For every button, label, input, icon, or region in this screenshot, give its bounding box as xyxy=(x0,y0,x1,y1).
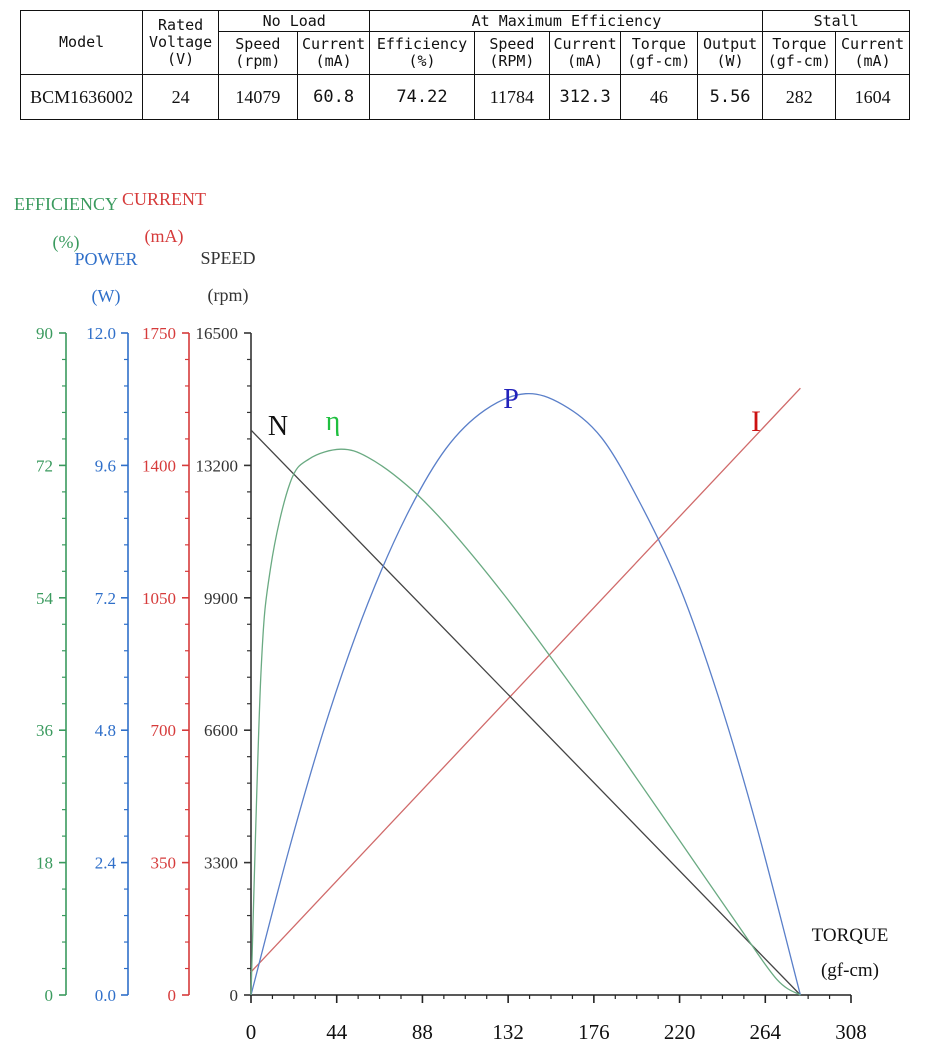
header-rated-voltage-line-1: Rated xyxy=(158,16,204,34)
power-tick-label: 9.6 xyxy=(95,456,116,475)
x-tick-label: 264 xyxy=(750,1020,782,1044)
header-name: Output xyxy=(702,35,758,53)
efficiency-tick-label: 0 xyxy=(45,986,54,1005)
header-unit: (mA) xyxy=(567,52,604,70)
power-tick-label: 0.0 xyxy=(95,986,116,1005)
cell-no-load-speed: 14079 xyxy=(217,74,298,120)
speed-tick-label: 3300 xyxy=(204,854,238,873)
header-unit: (%) xyxy=(408,52,436,70)
speed-axis-label: SPEED xyxy=(200,248,255,268)
current-tick-label: 700 xyxy=(151,721,177,740)
header-name: Torque xyxy=(772,35,827,53)
cell-rated-voltage: 24 xyxy=(142,74,219,120)
current-tick-label: 1750 xyxy=(142,324,176,343)
power-tick-label: 12.0 xyxy=(86,324,116,343)
spec-table: Model Rated Voltage (V) No Load At Maxim… xyxy=(19,10,910,120)
x-tick-label: 132 xyxy=(492,1020,524,1044)
current-tick-label: 0 xyxy=(168,986,177,1005)
x-tick-label: 176 xyxy=(578,1020,610,1044)
header-stall-current: Current (mA) xyxy=(835,31,910,75)
header-model: Model xyxy=(19,10,144,75)
x-tick-label: 220 xyxy=(664,1020,696,1044)
efficiency-tick-label: 54 xyxy=(36,589,54,608)
power-curve-label: P xyxy=(503,384,519,415)
header-unit: (gf-cm) xyxy=(767,52,831,70)
cell-no-load-current: 60.8 xyxy=(296,74,371,120)
header-unit: (mA) xyxy=(854,52,891,70)
speed-tick-label: 13200 xyxy=(196,456,239,475)
current-axis-unit: (mA) xyxy=(145,226,184,247)
x-tick-label: 88 xyxy=(412,1020,433,1044)
header-rated-voltage-unit: (V) xyxy=(167,50,195,68)
speed-curve xyxy=(250,429,801,996)
power-curve xyxy=(250,392,802,996)
x-tick-label: 0 xyxy=(246,1020,257,1044)
cell-max-eff-speed: 11784 xyxy=(473,74,551,120)
cell-stall-torque: 282 xyxy=(762,74,837,120)
speed-tick-label: 0 xyxy=(230,986,239,1005)
cell-max-eff-current: 312.3 xyxy=(549,74,621,120)
efficiency-tick-label: 18 xyxy=(36,854,53,873)
header-max-eff-speed: Speed (RPM) xyxy=(473,31,551,75)
header-unit: (mA) xyxy=(315,52,352,70)
cell-stall-current: 1604 xyxy=(835,74,910,120)
efficiency-curve xyxy=(250,448,801,996)
power-axis-unit: (W) xyxy=(92,286,121,307)
speed-curve-label: N xyxy=(268,411,288,442)
header-name: Current xyxy=(302,35,366,53)
current-curve xyxy=(250,387,801,973)
header-name: Speed xyxy=(489,35,535,53)
header-name: Current xyxy=(840,35,905,53)
header-unit: (RPM) xyxy=(489,52,535,70)
header-name: Torque xyxy=(631,35,686,53)
header-max-eff-output: Output (W) xyxy=(696,31,764,75)
current-axis-label: CURRENT xyxy=(122,189,206,209)
header-rated-voltage: Rated Voltage (V) xyxy=(142,10,219,75)
axes-layer: 0 18 36 54 72 90 EFFICIENCY (%) 0.0 2.4 4.8 7.2 9.6 1… xyxy=(14,189,888,1044)
header-max-eff-efficiency: Efficiency (%) xyxy=(369,31,475,75)
header-name: Current xyxy=(553,35,617,53)
x-tick-label: 44 xyxy=(326,1020,348,1044)
cell-max-eff-output: 5.56 xyxy=(696,74,764,120)
power-tick-label: 7.2 xyxy=(95,589,116,608)
current-tick-label: 1400 xyxy=(142,456,176,475)
speed-tick-label: 9900 xyxy=(204,589,238,608)
header-group-max-efficiency: At Maximum Efficiency xyxy=(369,10,764,32)
header-unit: (rpm) xyxy=(235,52,281,70)
x-axis-unit: (gf-cm) xyxy=(821,960,879,981)
power-tick-label: 4.8 xyxy=(95,721,116,740)
cell-model: BCM1636002 xyxy=(19,74,144,120)
header-max-eff-current: Current (mA) xyxy=(549,31,621,75)
header-group-stall: Stall xyxy=(762,10,910,32)
header-unit: (gf-cm) xyxy=(627,52,691,70)
power-axis-label: POWER xyxy=(75,249,138,269)
speed-tick-label: 6600 xyxy=(204,721,238,740)
table-row: BCM1636002 24 14079 60.8 74.22 11784 312… xyxy=(19,74,910,120)
cell-max-eff-efficiency: 74.22 xyxy=(369,74,475,120)
x-tick-label: 308 xyxy=(835,1020,867,1044)
efficiency-axis-label: EFFICIENCY xyxy=(14,194,118,214)
header-name: Efficiency xyxy=(376,35,468,53)
header-rated-voltage-line-2: Voltage xyxy=(148,33,213,51)
curves-layer xyxy=(250,387,802,996)
current-curve-label: I xyxy=(751,405,761,438)
efficiency-curve-label: η xyxy=(326,406,341,437)
header-max-eff-torque: Torque (gf-cm) xyxy=(619,31,698,75)
efficiency-tick-label: 36 xyxy=(36,721,53,740)
header-unit: (W) xyxy=(716,52,744,70)
speed-axis-unit: (rpm) xyxy=(208,285,249,306)
efficiency-tick-label: 72 xyxy=(36,456,53,475)
current-tick-label: 1050 xyxy=(142,589,176,608)
x-axis-label: TORQUE xyxy=(812,925,889,946)
power-tick-label: 2.4 xyxy=(95,854,117,873)
efficiency-axis-unit: (%) xyxy=(53,232,80,253)
current-tick-label: 350 xyxy=(151,854,177,873)
header-name: Speed xyxy=(235,35,281,53)
efficiency-tick-label: 90 xyxy=(36,324,53,343)
cell-max-eff-torque: 46 xyxy=(619,74,698,120)
speed-tick-label: 16500 xyxy=(196,324,239,343)
